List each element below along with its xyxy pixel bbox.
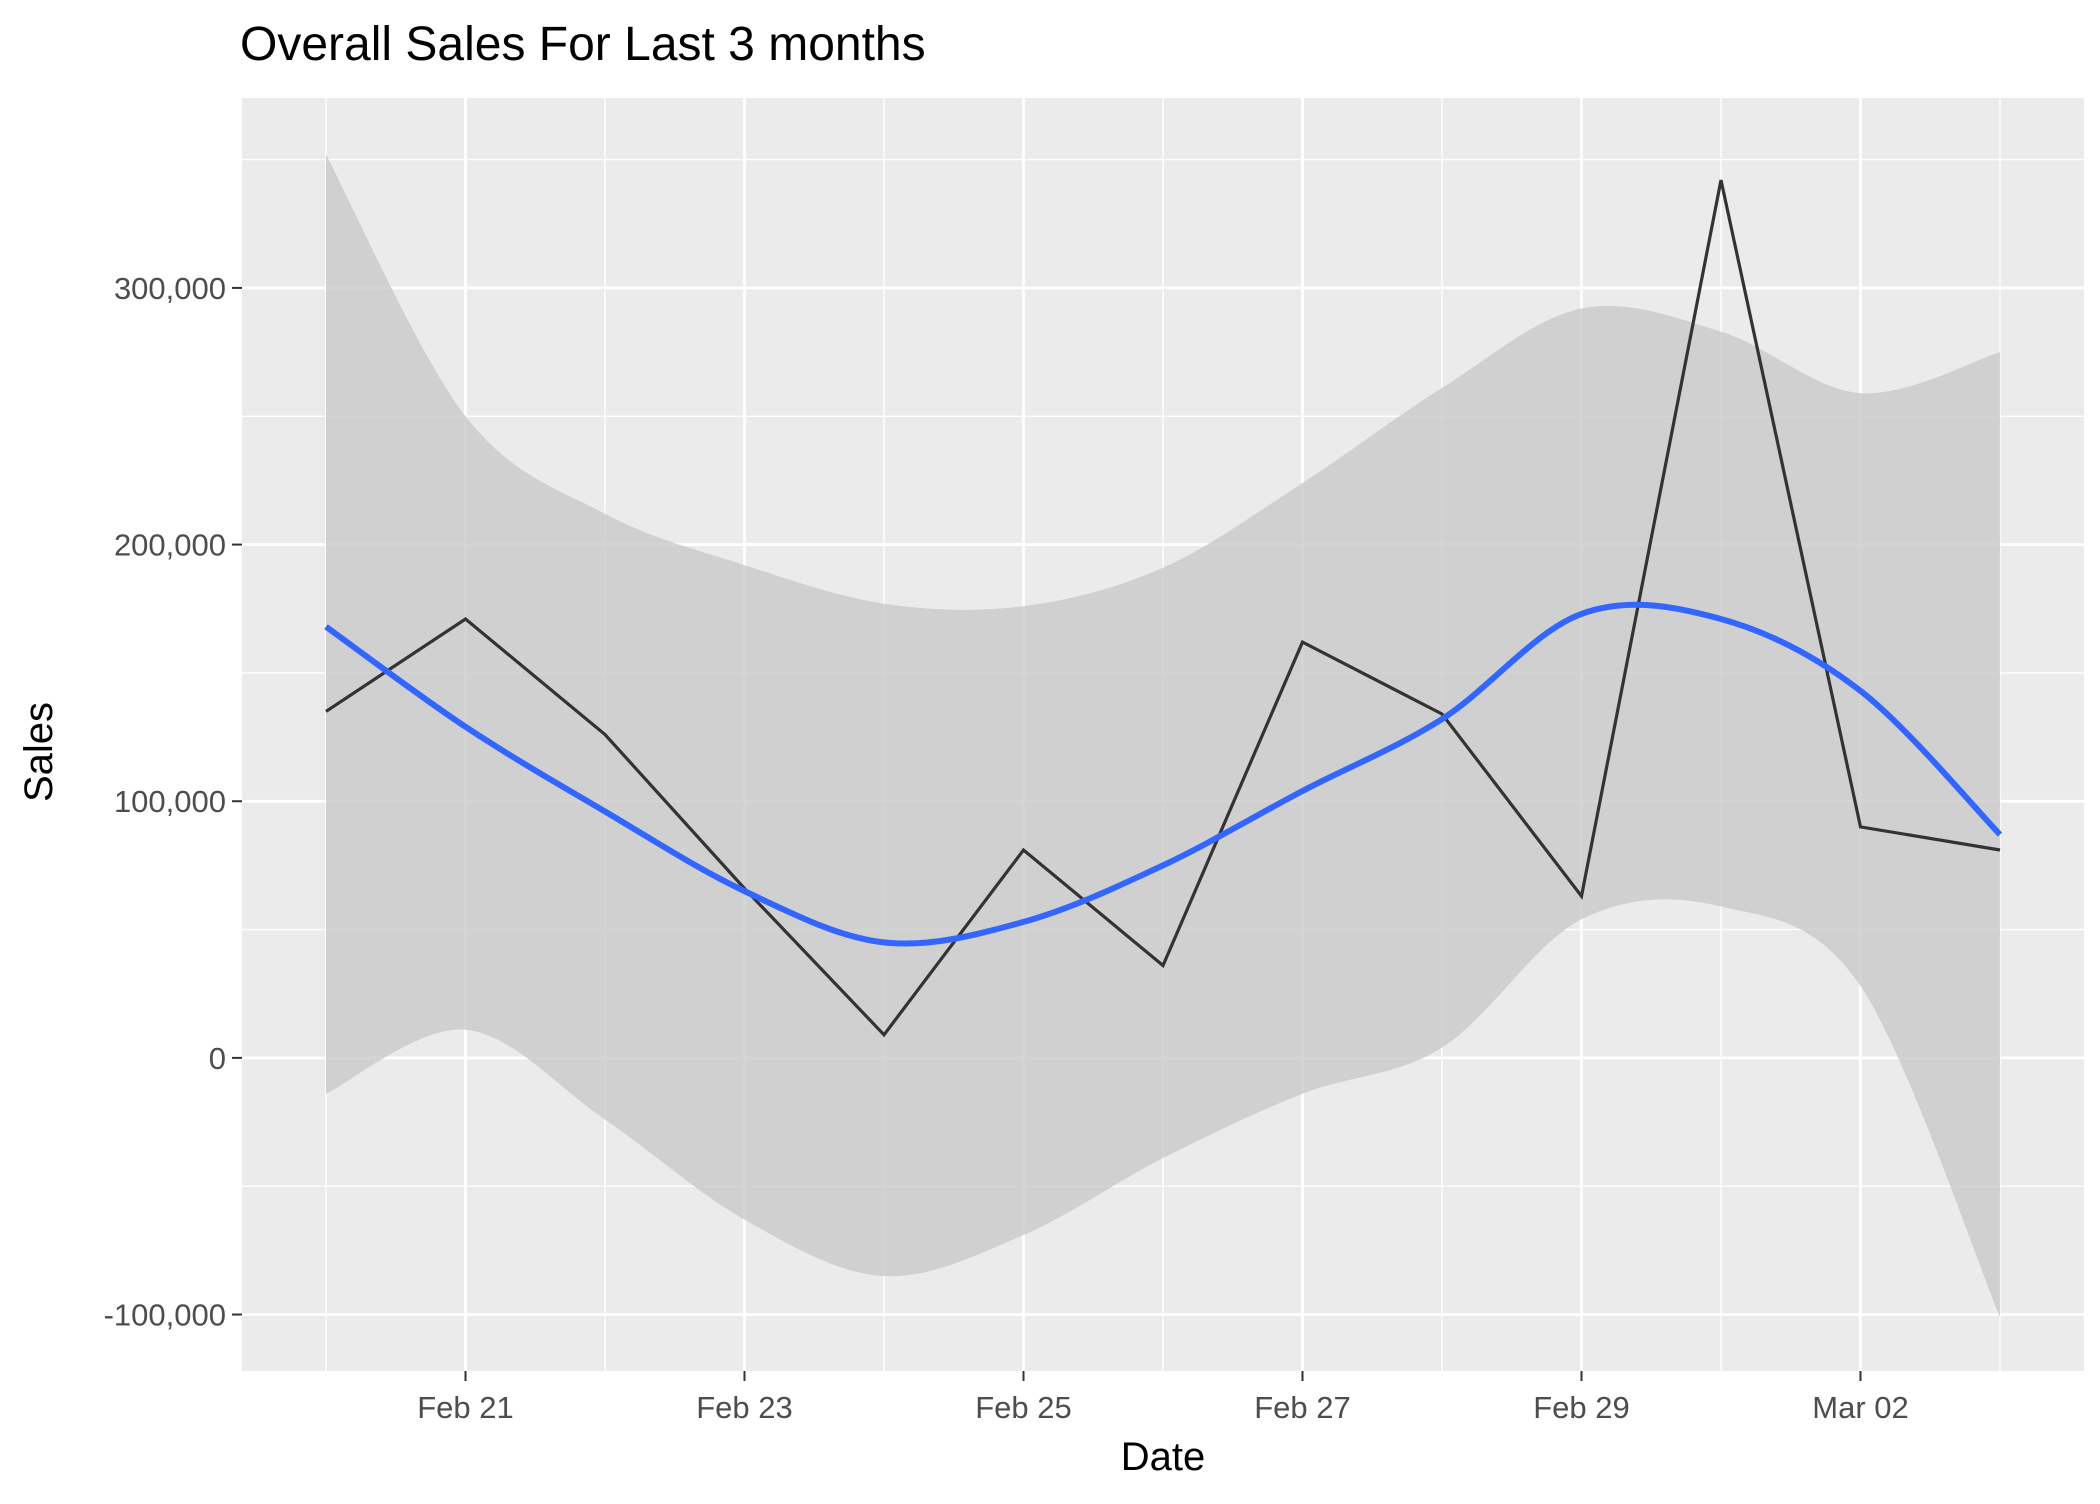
- x-tick-label: Feb 25: [975, 1390, 1072, 1425]
- y-tick-label: 200,000: [114, 528, 226, 563]
- x-tick-label: Feb 21: [417, 1390, 514, 1425]
- chart-title: Overall Sales For Last 3 months: [240, 18, 926, 71]
- x-axis-title: Date: [1121, 1435, 1206, 1479]
- y-axis: -100,000 0 100,000 200,000 300,000: [104, 271, 242, 1333]
- x-tick-label: Feb 23: [696, 1390, 793, 1425]
- x-tick-label: Feb 29: [1533, 1390, 1630, 1425]
- y-tick-label: 100,000: [114, 784, 226, 819]
- y-tick-label: -100,000: [104, 1298, 226, 1333]
- x-axis: Feb 21 Feb 23 Feb 25 Feb 27 Feb 29 Mar 02: [417, 1371, 1909, 1425]
- y-tick-label: 0: [209, 1041, 226, 1076]
- y-tick-label: 300,000: [114, 271, 226, 306]
- y-axis-title: Sales: [17, 702, 61, 802]
- x-tick-label: Feb 27: [1254, 1390, 1351, 1425]
- x-tick-label: Mar 02: [1812, 1390, 1908, 1425]
